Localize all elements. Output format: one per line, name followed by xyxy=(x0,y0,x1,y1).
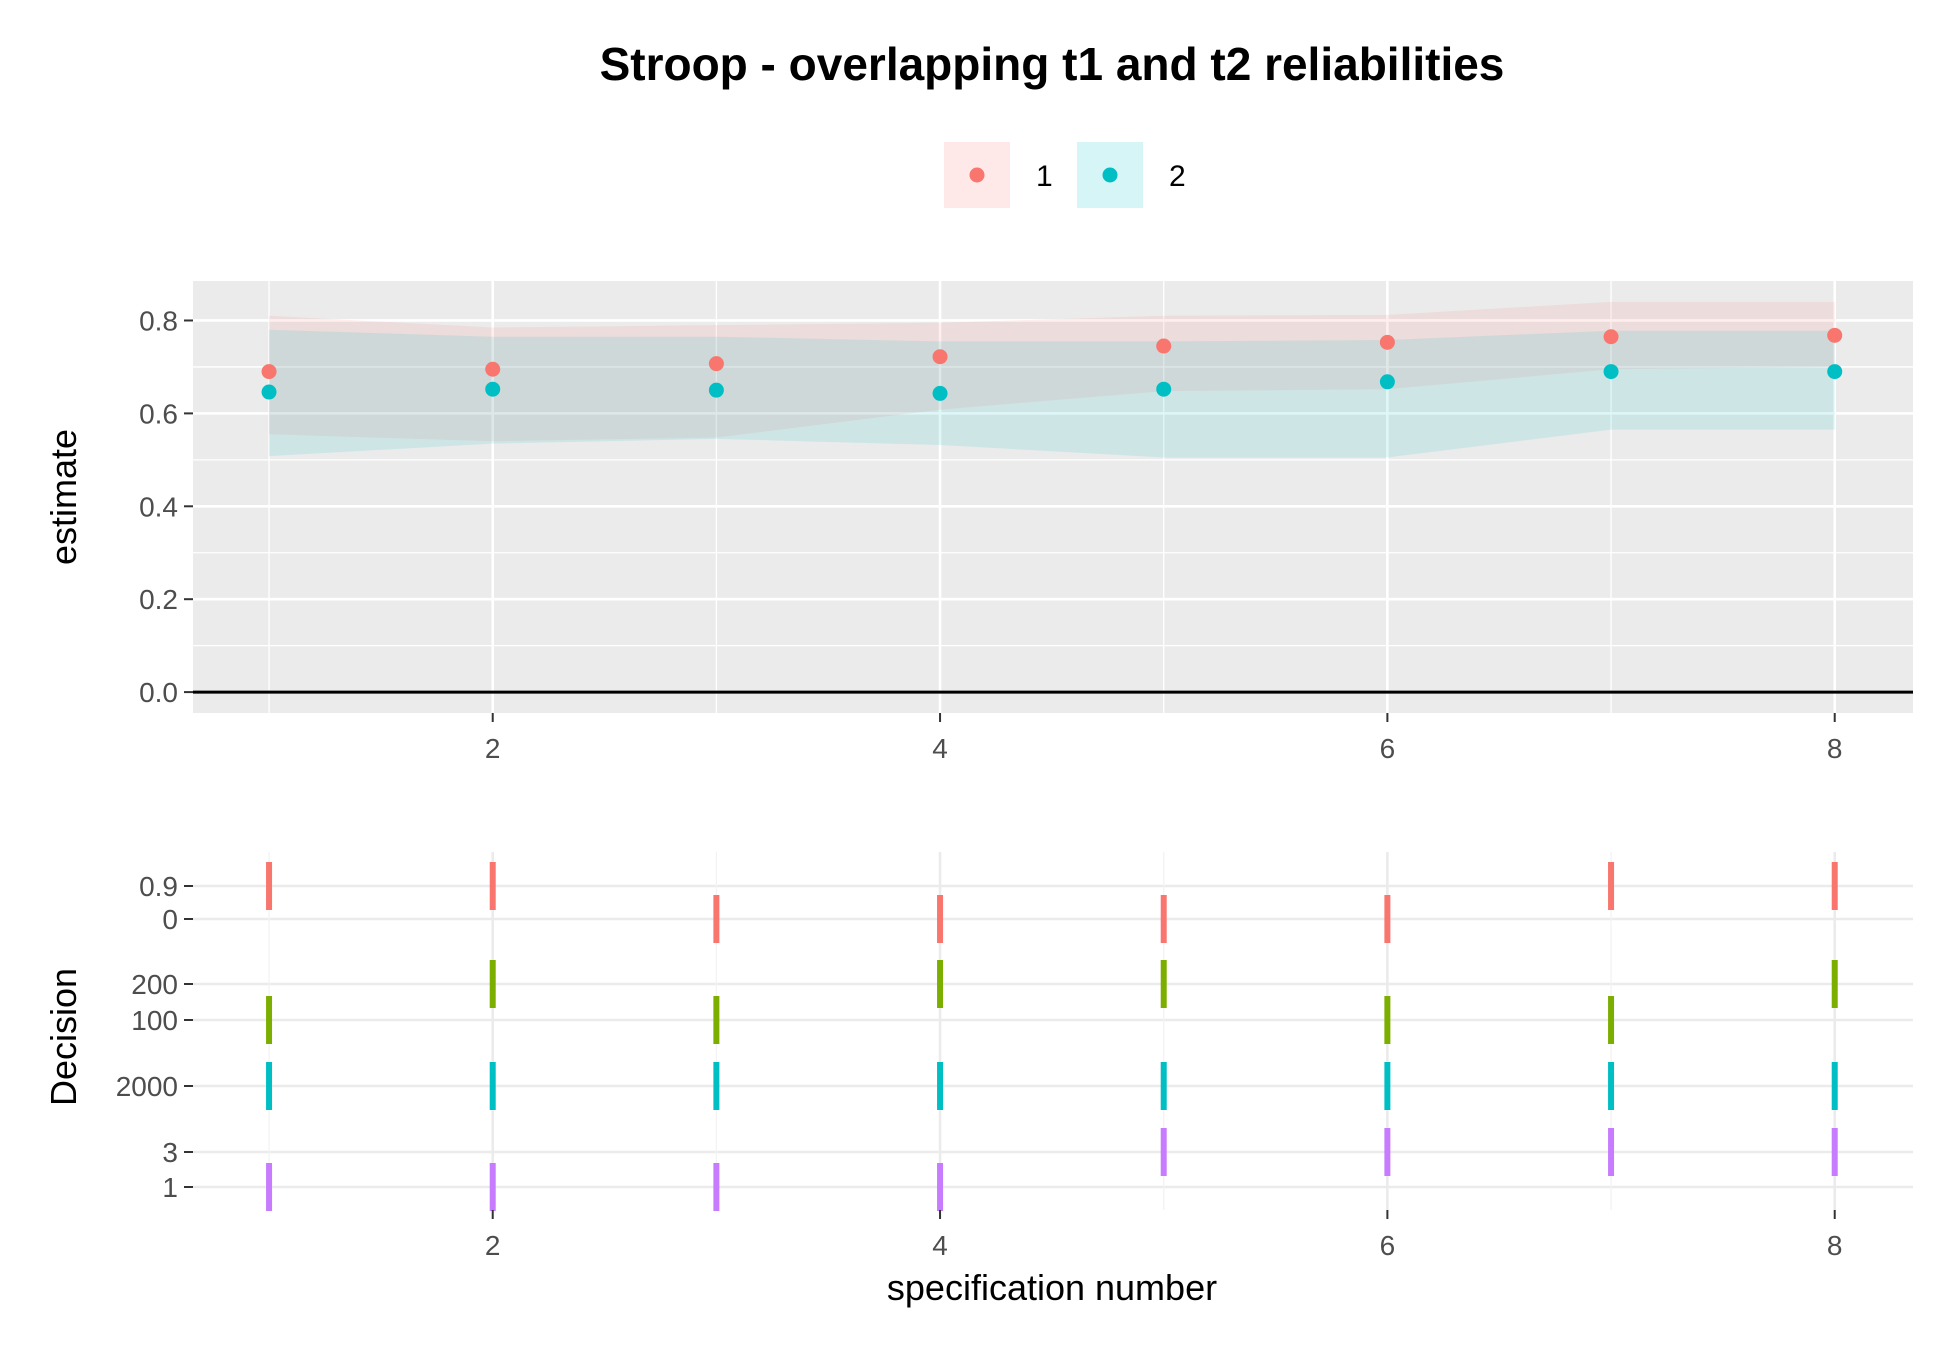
confidence-ribbons xyxy=(269,301,1835,458)
decision-y-tick-label: 200 xyxy=(131,969,178,1000)
decision-x-axis: 2 4 6 8 xyxy=(485,1210,1843,1261)
estimate-x-axis: 2 4 6 8 xyxy=(485,713,1843,764)
decision-y-tick-label: 100 xyxy=(131,1005,178,1036)
decision-y-axis-title: Decision xyxy=(43,968,84,1106)
x-tick-label: 6 xyxy=(1380,733,1396,764)
y-tick-label: 0.6 xyxy=(139,398,178,429)
point-series-2-spec-8 xyxy=(1827,364,1843,380)
legend-label-series-1: 1 xyxy=(1036,160,1053,193)
decision-y-tick-label: 0 xyxy=(162,904,178,935)
decision-y-tick-label: 3 xyxy=(162,1137,178,1168)
decision-y-tick-label: 2000 xyxy=(116,1071,178,1102)
ribbon-series-2 xyxy=(269,329,1835,458)
point-series-2-spec-4 xyxy=(932,385,948,401)
decision-x-tick-label: 4 xyxy=(932,1230,948,1261)
y-tick-label: 0.0 xyxy=(139,677,178,708)
x-tick-label: 4 xyxy=(932,733,948,764)
legend-label-series-2: 2 xyxy=(1169,160,1186,193)
legend-point-series-1 xyxy=(969,167,985,183)
decision-x-axis-title: specification number xyxy=(887,1267,1217,1308)
point-series-2-spec-6 xyxy=(1379,374,1395,390)
point-series-1-spec-1 xyxy=(261,364,277,380)
point-series-1-spec-3 xyxy=(708,356,724,372)
y-tick-label: 0.4 xyxy=(139,491,178,522)
point-series-2-spec-2 xyxy=(485,381,501,397)
chart-title: Stroop - overlapping t1 and t2 reliabili… xyxy=(600,38,1505,90)
x-tick-label: 2 xyxy=(485,733,501,764)
point-series-2-spec-1 xyxy=(261,384,277,400)
estimate-panel: 0.0 0.2 0.4 0.6 0.8 2 4 6 8 estimate xyxy=(43,281,1913,764)
decision-panel-grid xyxy=(193,852,1913,1210)
decision-x-tick-label: 8 xyxy=(1827,1230,1843,1261)
point-series-1-spec-8 xyxy=(1827,327,1843,343)
decision-x-tick-label: 2 xyxy=(485,1230,501,1261)
point-series-1-spec-7 xyxy=(1603,329,1619,345)
estimate-y-axis-title: estimate xyxy=(43,429,84,565)
estimate-panel-background xyxy=(193,281,1913,713)
point-series-2-spec-5 xyxy=(1156,381,1172,397)
estimate-points xyxy=(261,327,1843,401)
decision-y-tick-label: 1 xyxy=(162,1172,178,1203)
point-series-1-spec-4 xyxy=(932,349,948,365)
point-series-1-spec-6 xyxy=(1379,334,1395,350)
decision-x-tick-label: 6 xyxy=(1380,1230,1396,1261)
estimate-panel-grid xyxy=(193,281,1913,713)
decision-y-axis: 0.90 200 100 2000 3 1 xyxy=(116,871,193,1203)
point-series-1-spec-2 xyxy=(485,361,501,377)
ribbon-series-1 xyxy=(269,301,1835,442)
decision-panel: 0.90 200 100 2000 3 1 2 4 6 8 Decision specifica… xyxy=(43,852,1913,1308)
decision-ticks xyxy=(266,862,1838,1211)
y-tick-label: 0.8 xyxy=(139,305,178,336)
point-series-2-spec-3 xyxy=(708,382,724,398)
x-tick-label: 8 xyxy=(1827,733,1843,764)
y-tick-label: 0.2 xyxy=(139,584,178,615)
decision-y-tick-label: 0.9 xyxy=(139,871,178,902)
point-series-2-spec-7 xyxy=(1603,364,1619,380)
legend-point-series-2 xyxy=(1102,167,1118,183)
estimate-y-axis: 0.0 0.2 0.4 0.6 0.8 xyxy=(139,305,193,708)
point-series-1-spec-5 xyxy=(1156,338,1172,354)
